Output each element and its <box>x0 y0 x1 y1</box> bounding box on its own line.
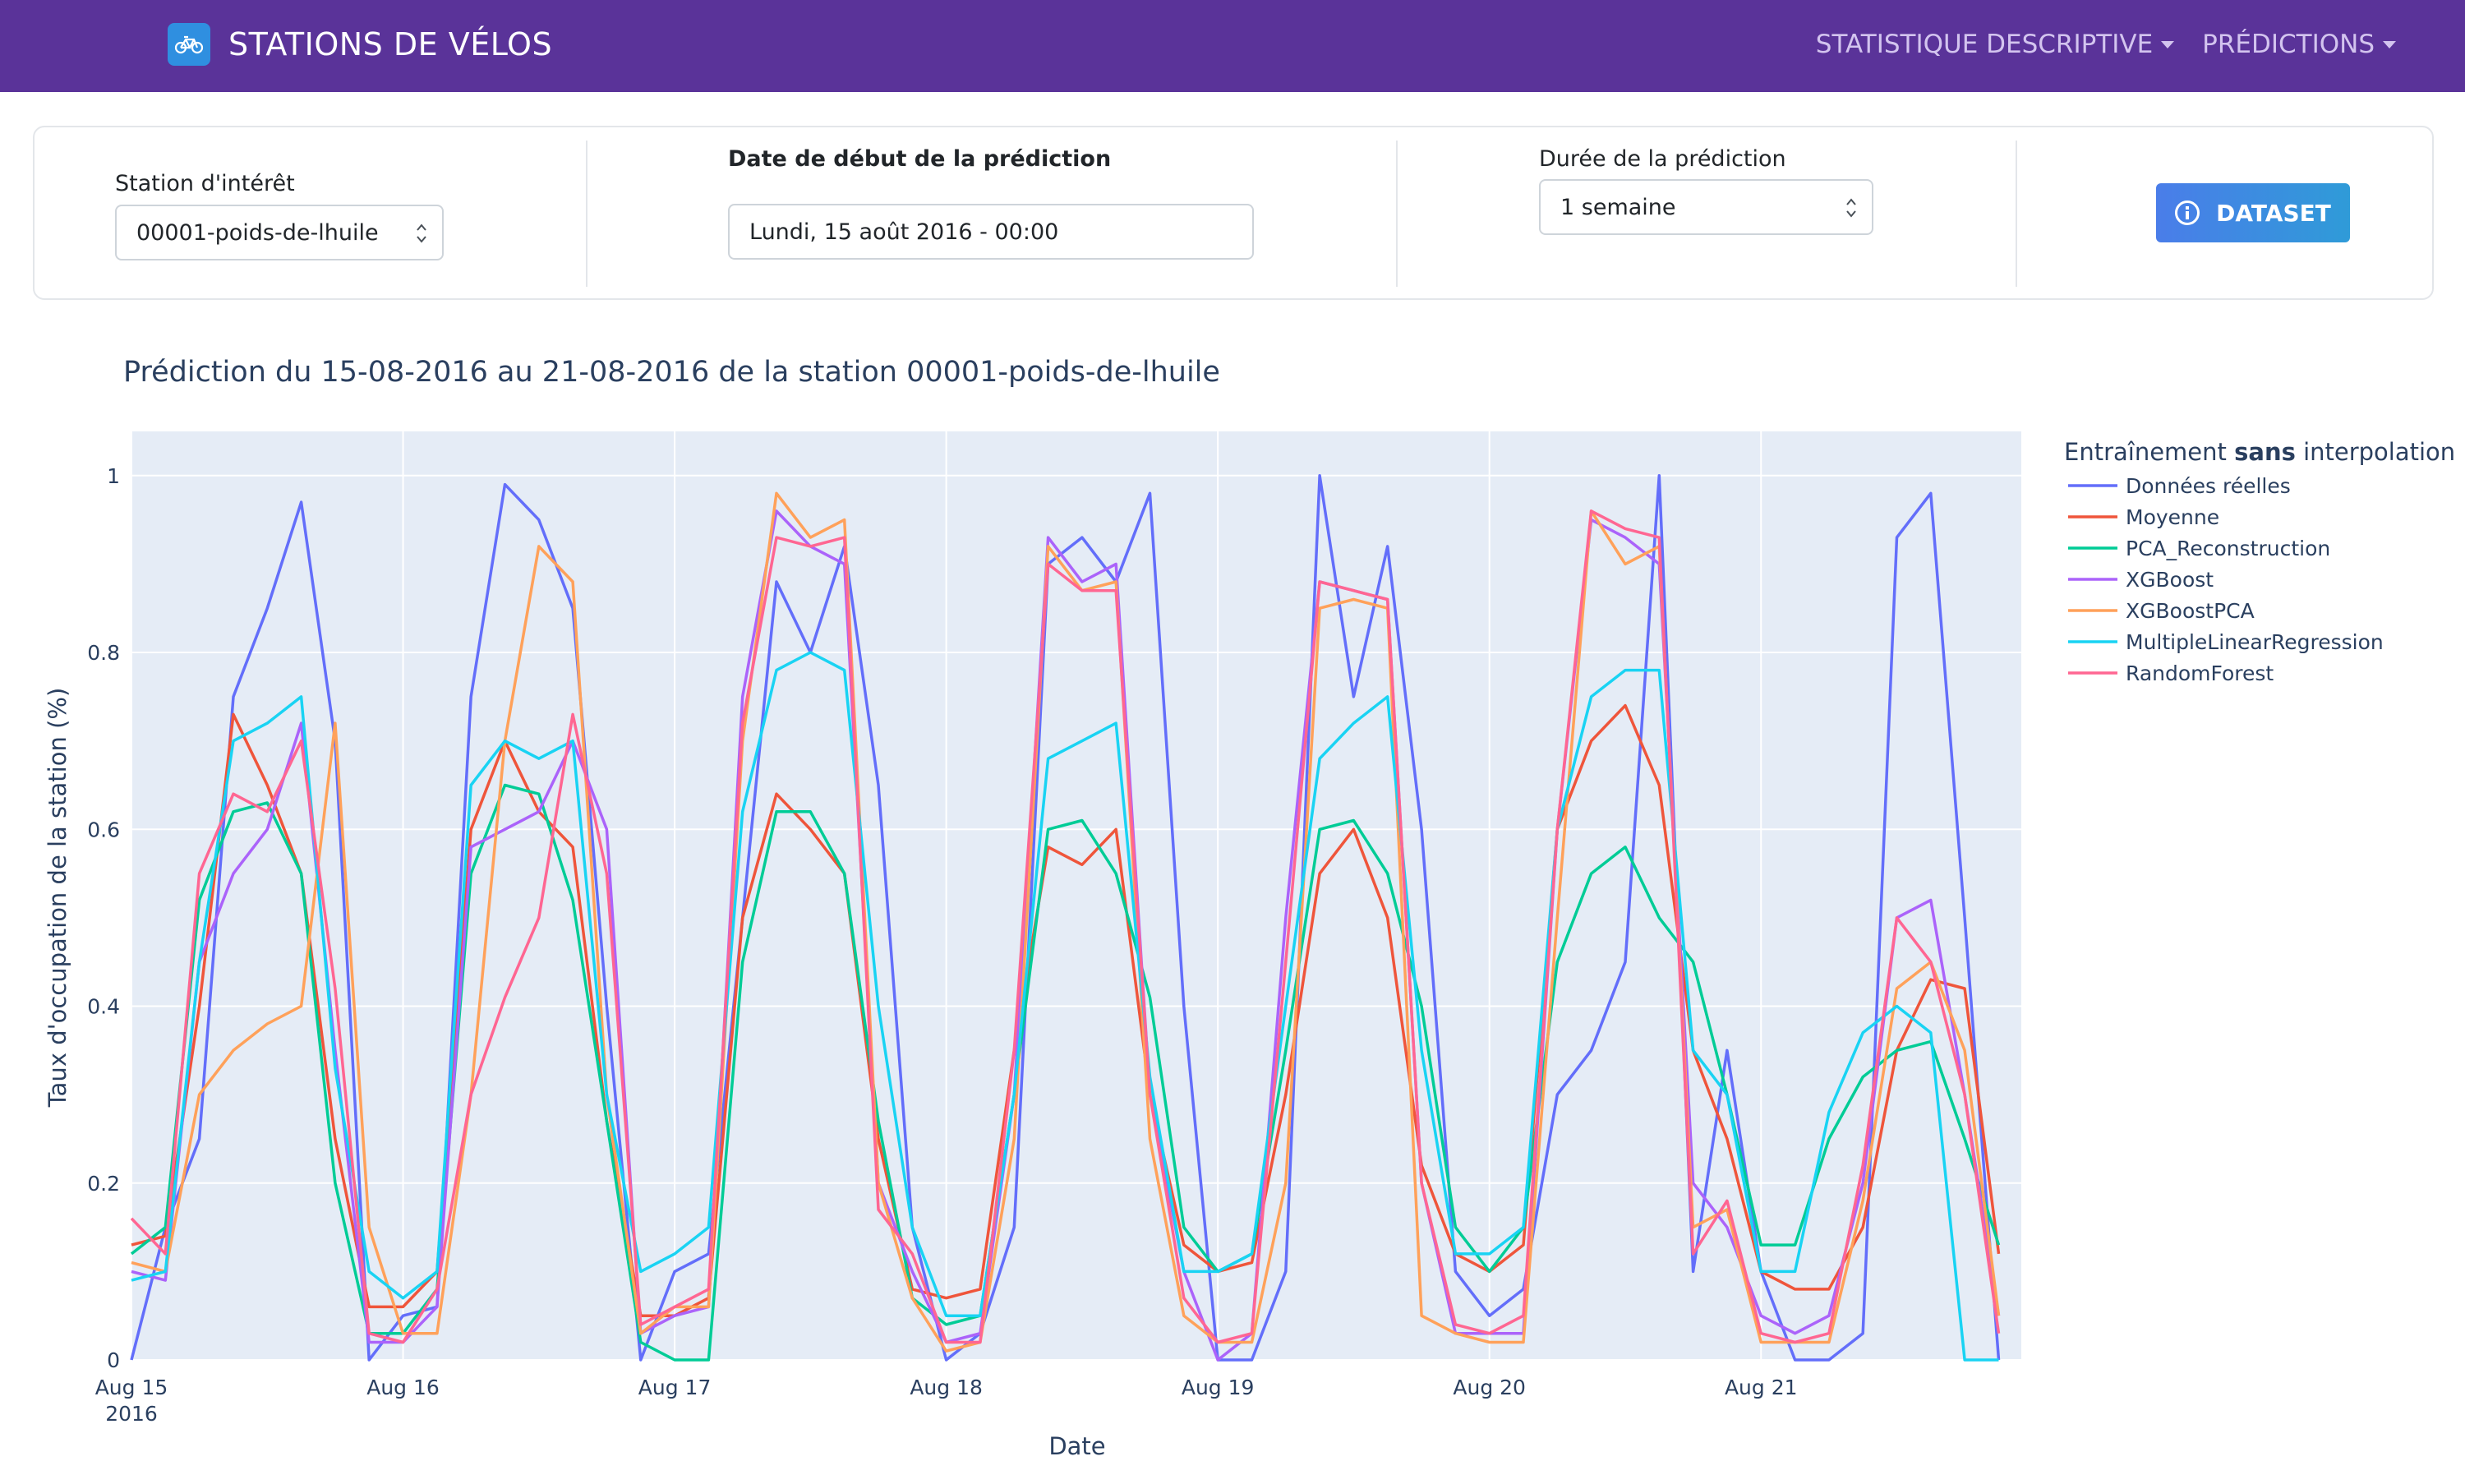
series-line-6 <box>130 509 2001 1344</box>
station-label: Station d'intérêt <box>115 171 295 196</box>
series-line-3 <box>131 509 2001 1362</box>
updown-chevron-icon <box>417 224 426 243</box>
station-select[interactable]: 00001-poids-de-lhuile <box>115 205 444 260</box>
info-icon <box>2175 200 2200 225</box>
y-axis-title: Taux d'occupation de la station (%) <box>44 688 71 1108</box>
brand[interactable]: STATIONS DE VÉLOS <box>168 23 552 66</box>
nav-menu: STATISTIQUE DESCRIPTIVE PRÉDICTIONS <box>1816 30 2396 59</box>
caret-down-icon <box>2161 40 2175 48</box>
legend-title-prefix: Entraînement <box>2064 438 2234 466</box>
station-select-value: 00001-poids-de-lhuile <box>136 219 379 246</box>
x-tick-label: Aug 21 <box>1725 1376 1798 1399</box>
x-tick-sublabel: 2016 <box>105 1402 158 1426</box>
start-date-input[interactable]: Lundi, 15 août 2016 - 00:00 <box>728 204 1254 260</box>
nav-predictions-label: PRÉDICTIONS <box>2202 30 2375 59</box>
legend-item-label[interactable]: RandomForest <box>2126 661 2274 685</box>
legend-item-label[interactable]: XGBoost <box>2126 568 2214 592</box>
caret-down-icon <box>2383 40 2396 48</box>
navbar: STATIONS DE VÉLOS STATISTIQUE DESCRIPTIV… <box>0 0 2465 92</box>
y-tick-label: 0.6 <box>87 818 120 841</box>
x-tick-label: Aug 18 <box>910 1376 983 1399</box>
x-tick-label: Aug 15 <box>95 1376 168 1399</box>
legend: Entraînement sans interpolation Données … <box>2064 438 2455 685</box>
nav-statistique-label: STATISTIQUE DESCRIPTIVE <box>1815 30 2154 59</box>
legend-item-label[interactable]: Données réelles <box>2126 474 2291 498</box>
updown-chevron-icon <box>1846 198 1856 218</box>
y-tick-label: 0.8 <box>87 641 120 665</box>
x-tick-label: Aug 17 <box>638 1376 712 1399</box>
prediction-chart: Prédiction du 15-08-2016 au 21-08-2016 d… <box>44 356 2455 1460</box>
y-tick-label: 0.2 <box>87 1172 120 1196</box>
legend-item-label[interactable]: PCA_Reconstruction <box>2126 537 2330 560</box>
y-tick-label: 1 <box>107 464 120 488</box>
x-tick-label: Aug 19 <box>1182 1376 1255 1399</box>
duration-select[interactable]: 1 semaine <box>1539 179 1873 235</box>
nav-statistique-descriptive[interactable]: STATISTIQUE DESCRIPTIVE <box>1815 30 2175 59</box>
legend-item-label[interactable]: Moyenne <box>2126 505 2219 529</box>
start-date-label: Date de début de la prédiction <box>728 146 1112 172</box>
ticks: 0 0.2 0.4 0.6 0.8 1 Aug 15 2016 Aug 16 Aug 17 Aug … <box>87 464 1797 1426</box>
nav-predictions[interactable]: PRÉDICTIONS <box>2202 30 2396 59</box>
x-axis-title: Date <box>1048 1432 1105 1460</box>
divider <box>2016 141 2017 287</box>
legend-title-bold: sans <box>2234 438 2296 466</box>
bicycle-icon <box>168 23 210 66</box>
divider <box>586 141 587 287</box>
series-line-5 <box>131 651 1999 1362</box>
plot-area <box>131 431 2021 1360</box>
x-tick-label: Aug 16 <box>366 1376 440 1399</box>
legend-item-label[interactable]: MultipleLinearRegression <box>2126 630 2384 654</box>
dataset-button-label: DATASET <box>2216 199 2331 227</box>
divider <box>1396 141 1398 287</box>
brand-title: STATIONS DE VÉLOS <box>228 26 553 62</box>
start-date-value: Lundi, 15 août 2016 - 00:00 <box>749 219 1059 245</box>
duration-label: Durée de la prédiction <box>1539 146 1786 172</box>
dataset-button[interactable]: DATASET <box>2156 183 2350 242</box>
duration-select-value: 1 semaine <box>1560 194 1676 220</box>
chart-title: Prédiction du 15-08-2016 au 21-08-2016 d… <box>123 356 1220 389</box>
series-layer <box>130 474 2001 1362</box>
y-tick-label: 0.4 <box>87 995 120 1019</box>
legend-item-label[interactable]: XGBoostPCA <box>2126 599 2255 623</box>
x-tick-label: Aug 20 <box>1453 1376 1526 1399</box>
legend-title-suffix: interpolation <box>2296 438 2455 466</box>
legend-title: Entraînement sans interpolation <box>2064 438 2455 466</box>
y-tick-label: 0 <box>107 1348 120 1372</box>
